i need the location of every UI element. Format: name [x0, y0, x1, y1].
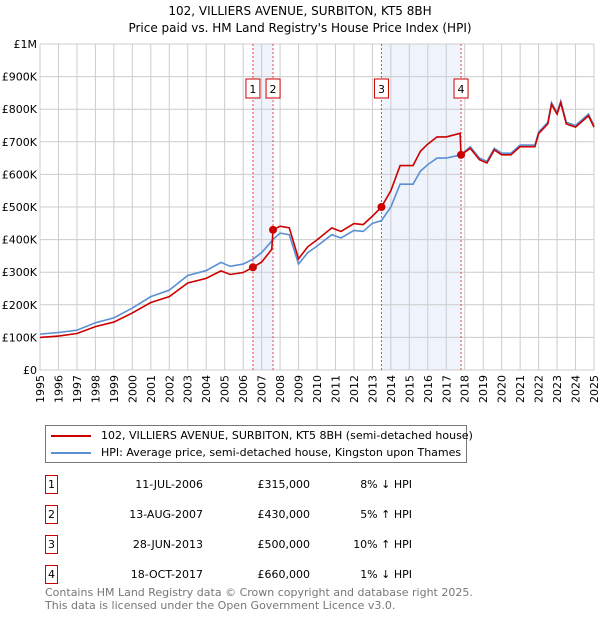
x-tick-label: 2023	[551, 375, 564, 403]
x-tick-label: 2021	[514, 375, 527, 403]
y-tick-label: £600K	[2, 168, 38, 181]
x-tick-label: 2006	[237, 375, 250, 403]
legend-swatch-red	[51, 434, 91, 437]
y-tick-label: £400K	[2, 234, 38, 247]
sale-date: 18-OCT-2017	[130, 568, 203, 581]
legend-label: 102, VILLIERS AVENUE, SURBITON, KT5 8BH …	[101, 429, 473, 442]
sale-row: 3 28-JUN-2013 £500,000 10% ↑ HPI	[45, 535, 445, 555]
x-tick-label: 2004	[200, 375, 213, 403]
sale-marker-label: 4	[458, 83, 465, 96]
legend-label: HPI: Average price, semi-detached house,…	[101, 446, 462, 459]
sale-number-badge: 2	[45, 505, 58, 524]
chart-title: 102, VILLIERS AVENUE, SURBITON, KT5 8BH	[168, 4, 431, 18]
sale-marker-label: 1	[249, 83, 256, 96]
sale-marker-box	[373, 78, 389, 99]
sale-hpi-diff: 10% ↑ HPI	[353, 538, 412, 551]
x-tick-label: 2005	[219, 375, 232, 403]
y-tick-label: £0	[23, 364, 37, 377]
sale-date: 13-AUG-2007	[129, 508, 203, 521]
legend-swatch-blue	[51, 451, 91, 454]
y-tick-label: £800K	[2, 103, 38, 116]
x-tick-label: 2001	[145, 375, 158, 403]
y-tick-label: £500K	[2, 201, 38, 214]
sale-row: 4 18-OCT-2017 £660,000 1% ↓ HPI	[45, 565, 445, 585]
sale-price: £500,000	[257, 538, 311, 551]
x-tick-label: 2002	[163, 375, 176, 403]
sale-row: 2 13-AUG-2007 £430,000 5% ↑ HPI	[45, 505, 445, 525]
sale-marker-box	[265, 78, 281, 99]
x-tick-label: 2017	[440, 375, 453, 403]
sale-marker-label: 2	[270, 83, 277, 96]
y-tick-label: £300K	[2, 266, 38, 279]
sale-date: 11-JUL-2006	[135, 478, 203, 491]
x-tick-label: 2009	[293, 375, 306, 403]
chart-subtitle: Price paid vs. HM Land Registry's House …	[128, 21, 471, 35]
x-tick-label: 2025	[588, 375, 600, 403]
sale-row: 1 11-JUL-2006 £315,000 8% ↓ HPI	[45, 475, 445, 495]
sale-marker-box	[453, 78, 469, 99]
y-tick-label: £200K	[2, 299, 38, 312]
x-tick-label: 2015	[403, 375, 416, 403]
sale-point	[457, 150, 466, 159]
x-tick-label: 2018	[459, 375, 472, 403]
x-tick-label: 2022	[533, 375, 546, 403]
y-tick-label: £900K	[2, 71, 38, 84]
x-tick-label: 1996	[52, 375, 65, 403]
price-chart: 102, VILLIERS AVENUE, SURBITON, KT5 8BH …	[2, 4, 600, 403]
x-tick-label: 2011	[329, 375, 342, 403]
y-tick-label: £700K	[2, 136, 38, 149]
series-line	[39, 99, 595, 339]
sale-number-badge: 1	[45, 475, 58, 494]
sale-marker-box	[245, 78, 261, 99]
x-tick-label: 2024	[570, 375, 583, 403]
x-tick-label: 2012	[348, 375, 361, 403]
x-tick-label: 1998	[89, 375, 102, 403]
sale-point	[377, 203, 386, 211]
sale-date: 28-JUN-2013	[132, 538, 203, 551]
sale-number-badge: 4	[45, 565, 58, 584]
sale-number-badge: 3	[45, 535, 58, 554]
x-tick-label: 2010	[311, 375, 324, 403]
sale-hpi-diff: 5% ↑ HPI	[360, 508, 412, 521]
x-tick-label: 1995	[34, 375, 47, 403]
legend: 102, VILLIERS AVENUE, SURBITON, KT5 8BH …	[45, 425, 473, 463]
x-tick-label: 2016	[422, 375, 435, 403]
x-tick-label: 2008	[274, 375, 287, 403]
sale-price: £315,000	[257, 478, 311, 491]
sale-point	[248, 263, 257, 272]
sale-hpi-diff: 1% ↓ HPI	[360, 568, 412, 581]
sale-price: £430,000	[257, 508, 311, 521]
x-tick-label: 2014	[385, 375, 398, 403]
legend-item-price: 102, VILLIERS AVENUE, SURBITON, KT5 8BH …	[51, 429, 473, 442]
footer: Contains HM Land Registry data © Crown c…	[45, 586, 473, 612]
sale-marker-label: 3	[378, 83, 385, 96]
x-tick-label: 1999	[108, 375, 121, 403]
sale-point	[269, 225, 278, 234]
y-tick-label: £100K	[2, 331, 38, 344]
x-tick-label: 2013	[366, 375, 379, 403]
y-tick-label: £1M	[14, 38, 38, 51]
x-tick-label: 2000	[126, 375, 139, 403]
sale-hpi-diff: 8% ↓ HPI	[360, 478, 412, 491]
sale-price: £660,000	[257, 568, 311, 581]
x-tick-label: 2007	[256, 375, 269, 403]
legend-item-hpi: HPI: Average price, semi-detached house,…	[51, 446, 461, 459]
x-tick-label: 1997	[71, 375, 84, 403]
x-tick-label: 2003	[182, 375, 195, 403]
footer-line: Contains HM Land Registry data © Crown c…	[45, 586, 473, 599]
x-tick-label: 2019	[477, 375, 490, 403]
x-tick-label: 2020	[496, 375, 509, 403]
footer-line: This data is licensed under the Open Gov…	[45, 599, 396, 612]
